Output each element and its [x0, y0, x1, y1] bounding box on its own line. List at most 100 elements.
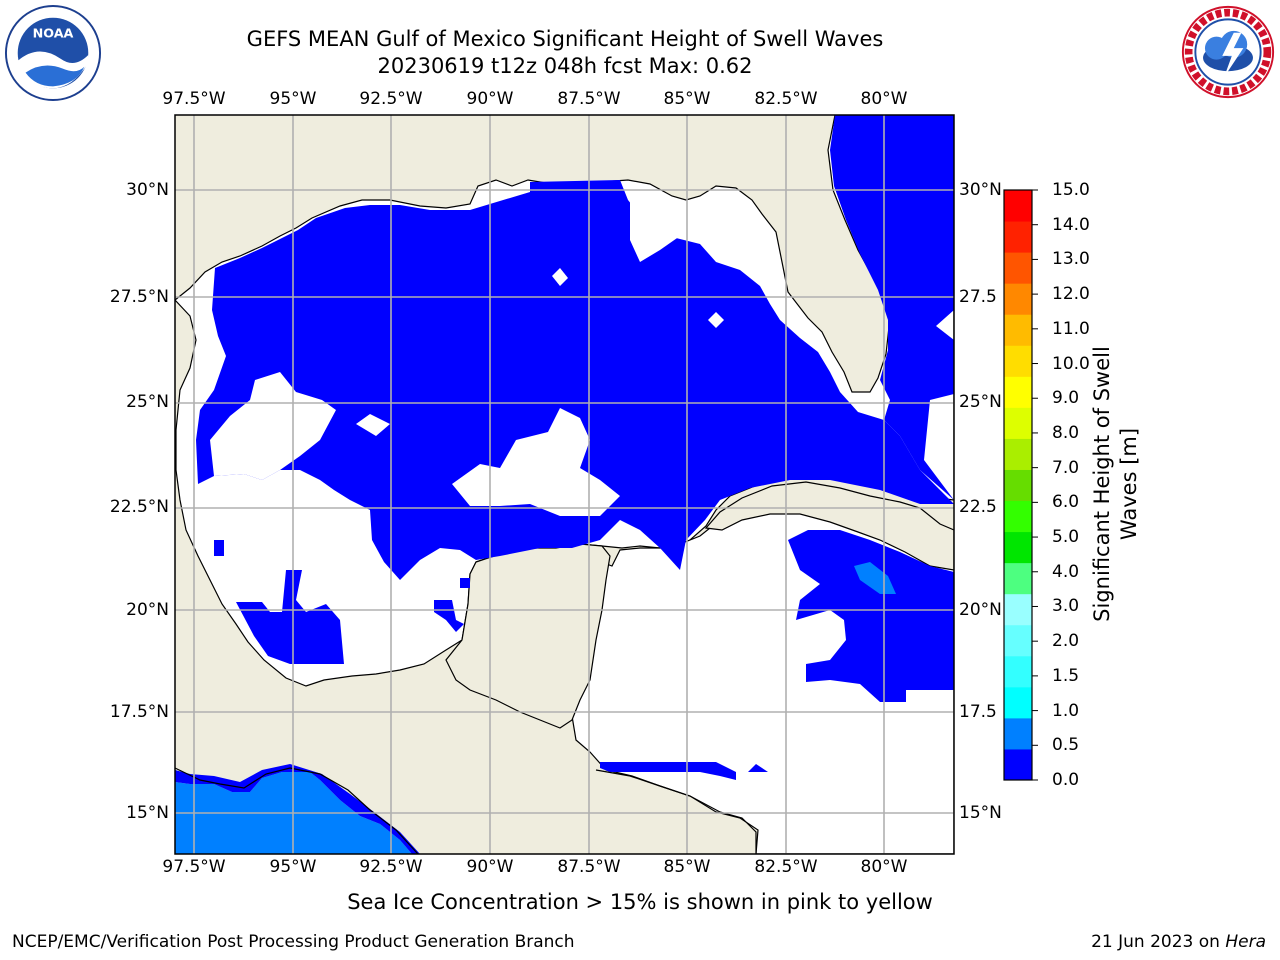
swell-band-0-0.5-campeche — [236, 570, 344, 664]
colorbar-tick-label: 2.0 — [1052, 631, 1080, 652]
lat-label-right: 17.5 — [959, 702, 997, 722]
producer-credit: NCEP/EMC/Verification Post Processing Pr… — [12, 932, 575, 952]
colorbar — [1003, 189, 1038, 781]
swell-band-0-0.5-small — [214, 540, 224, 556]
colorbar-tick-label: 13.0 — [1052, 249, 1090, 270]
forecast-subtitle: 20230619 t12z 048h fcst Max: 0.62 — [377, 54, 753, 78]
colorbar-tick-label: 5.0 — [1052, 527, 1080, 548]
colorbar-tick-label: 3.0 — [1052, 596, 1080, 617]
lat-label-left: 17.5°N — [109, 702, 169, 722]
no-data-patch — [452, 408, 620, 516]
no-data-patch — [552, 268, 568, 286]
lat-label-left: 25°N — [126, 392, 169, 412]
lon-label-top: 90°W — [466, 89, 514, 109]
colorbar-swatch — [1004, 252, 1032, 284]
lat-label-left: 30°N — [126, 180, 169, 200]
no-data-patch — [210, 372, 336, 480]
colorbar-swatch — [1004, 190, 1032, 222]
colorbar-tick-label: 1.5 — [1052, 665, 1080, 686]
central-america-coastline — [595, 769, 757, 854]
lon-label-bottom: 97.5°W — [162, 857, 226, 877]
colorbar-frame — [1003, 189, 1033, 781]
colorbar-tick-label: 7.0 — [1052, 457, 1080, 478]
lat-label-left: 15°N — [126, 803, 169, 823]
swell-band-0-0.5-small — [460, 578, 470, 588]
sea-ice-note: Sea Ice Concentration > 15% is shown in … — [347, 890, 933, 914]
colorbar-tick-label: 8.0 — [1052, 422, 1080, 443]
swell-band-0-0.5-gulf — [196, 180, 954, 580]
lon-label-bottom: 92.5°W — [359, 857, 423, 877]
lat-label-left: 22.5°N — [109, 497, 169, 517]
swell-band-0-0.5-caribbean — [788, 530, 954, 702]
lon-label-bottom: 87.5°W — [557, 857, 621, 877]
colorbar-swatch — [1004, 407, 1032, 439]
lon-label-top: 92.5°W — [359, 89, 423, 109]
colorbar-swatch — [1004, 531, 1032, 564]
colorbar-swatch — [1004, 593, 1032, 626]
colorbar-swatch — [1004, 686, 1032, 719]
swell-band-0-0.5-honduras — [600, 762, 736, 780]
lat-label-right: 30°N — [959, 180, 1002, 200]
colorbar-tick-label: 11.0 — [1052, 318, 1090, 339]
colorbar-tick-label: 0.0 — [1052, 770, 1080, 790]
lon-label-bottom: 85°W — [663, 857, 711, 877]
colorbar-tick-label: 0.5 — [1052, 735, 1080, 756]
colorbar-tick-label: 9.0 — [1052, 388, 1080, 409]
map-frame — [174, 114, 955, 855]
colorbar-swatch — [1004, 748, 1032, 781]
colorbar-swatch — [1004, 345, 1032, 377]
lon-label-bottom: 82.5°W — [754, 857, 818, 877]
nws-logo — [1181, 5, 1275, 99]
lat-label-right: 27.5 — [959, 287, 997, 307]
colorbar-tick-label: 1.0 — [1052, 700, 1080, 721]
lat-label-right: 22.5 — [959, 497, 997, 517]
noaa-logo-text: NOAA — [33, 26, 74, 41]
no-data-patch — [708, 312, 724, 328]
colorbar-tick-label: 15.0 — [1052, 180, 1090, 200]
no-data-patch — [356, 414, 390, 436]
lon-label-top: 87.5°W — [557, 89, 621, 109]
colorbar-swatch — [1004, 469, 1032, 502]
colorbar-swatch — [1004, 500, 1032, 533]
noaa-logo: NOAA — [4, 4, 102, 102]
lon-label-top: 80°W — [860, 89, 908, 109]
lon-label-top: 85°W — [663, 89, 711, 109]
swell-band-0-0.5-small — [434, 600, 464, 632]
colorbar-swatch — [1004, 717, 1032, 750]
colorbar-swatch — [1004, 562, 1032, 595]
host-name: Hera — [1225, 932, 1266, 952]
no-data-patch — [630, 200, 680, 262]
lon-label-bottom: 90°W — [466, 857, 514, 877]
colorbar-label-line1: Significant Height of Swell — [1090, 346, 1114, 622]
map-title: GEFS MEAN Gulf of Mexico Significant Hei… — [246, 27, 884, 51]
colorbar-swatch — [1004, 655, 1032, 688]
colorbar-swatch — [1004, 221, 1032, 253]
lat-label-left: 20°N — [126, 600, 169, 620]
colorbar-tick-label: 12.0 — [1052, 284, 1090, 305]
pacific-coastline — [175, 767, 419, 854]
lon-label-top: 82.5°W — [754, 89, 818, 109]
graticule — [175, 115, 954, 854]
colorbar-swatch — [1004, 283, 1032, 315]
generation-date: 21 Jun 2023 on Hera — [1091, 932, 1266, 952]
swell-band-0-0.5-small — [748, 764, 768, 772]
lon-label-bottom: 80°W — [860, 857, 908, 877]
swell-band-0.5-1.0-caribbean — [854, 562, 896, 594]
lat-label-left: 27.5°N — [109, 287, 169, 307]
colorbar-tick-label: 4.0 — [1052, 561, 1080, 582]
generation-date-text: 21 Jun 2023 on — [1091, 932, 1226, 952]
colorbar-label-line2: Waves [m] — [1117, 427, 1141, 541]
colorbar-tick-label: 6.0 — [1052, 492, 1080, 513]
lat-label-right: 15°N — [959, 803, 1002, 823]
colorbar-swatch — [1004, 376, 1032, 408]
cuba-land — [704, 481, 954, 571]
lat-label-right: 20°N — [959, 600, 1002, 620]
colorbar-swatch — [1004, 624, 1032, 657]
colorbar-swatch — [1004, 314, 1032, 346]
colorbar-tick-label: 10.0 — [1052, 353, 1090, 374]
lat-label-right: 25°N — [959, 392, 1002, 412]
lon-label-bottom: 95°W — [269, 857, 317, 877]
lon-label-top: 97.5°W — [162, 89, 226, 109]
colorbar-tick-label: 14.0 — [1052, 214, 1090, 235]
